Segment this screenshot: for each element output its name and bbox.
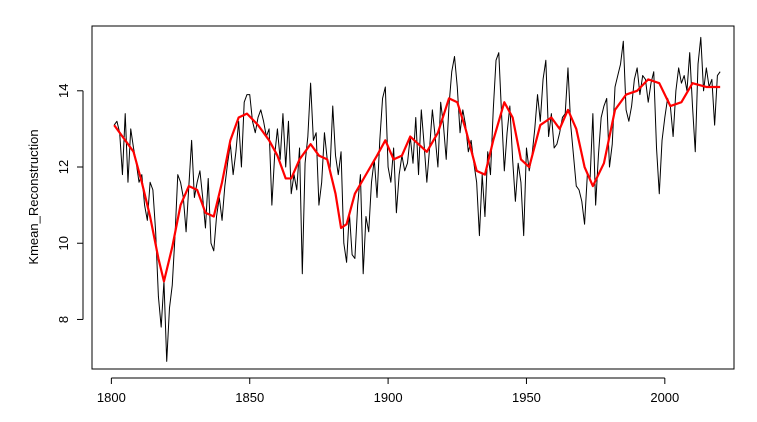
- x-tick-label: 1950: [512, 390, 541, 405]
- plot-box: [91, 25, 735, 370]
- series-line-smoothed: [113, 78, 721, 283]
- x-tick-label: 1850: [235, 390, 264, 405]
- series-line-reconstruction: [113, 36, 721, 362]
- series-layer: [113, 36, 721, 362]
- y-tick-label: 14: [56, 84, 71, 98]
- x-axis: 1800 1850 1900 1950 2000: [97, 377, 679, 405]
- y-tick-label: 10: [56, 236, 71, 250]
- x-tick-label: 1900: [374, 390, 403, 405]
- x-tick-label: 1800: [97, 390, 126, 405]
- y-tick-label: 8: [56, 316, 71, 323]
- y-axis: 8 10 12 14: [56, 84, 84, 323]
- y-tick-label: 12: [56, 160, 71, 174]
- x-tick-label: 2000: [650, 390, 679, 405]
- y-axis-title: Kmean_Reconstruction: [26, 129, 41, 264]
